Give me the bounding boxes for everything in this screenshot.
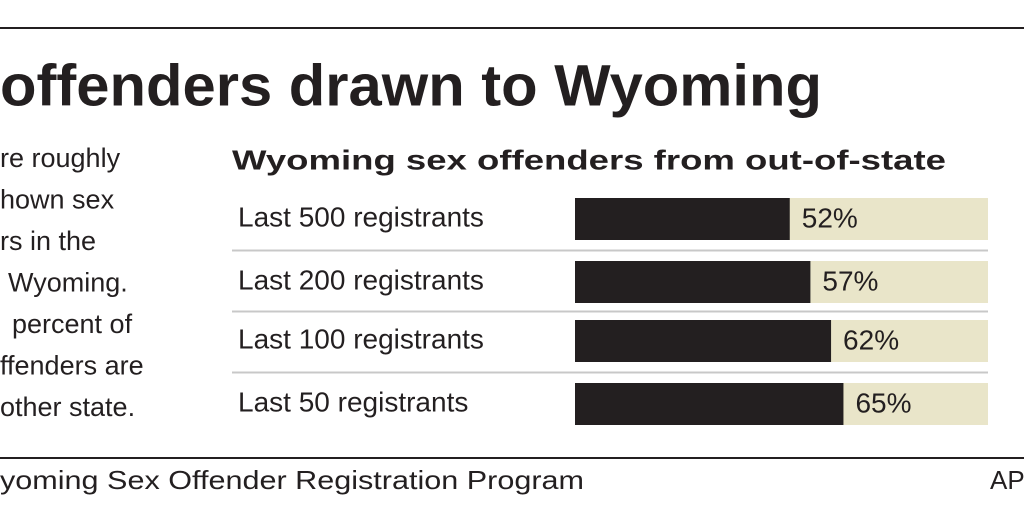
body-text: percent of [12, 309, 133, 339]
bar [575, 320, 832, 362]
credit: AP [990, 465, 1024, 495]
body-text: ffenders are [0, 351, 144, 381]
body-text: Wyoming. [8, 268, 128, 298]
category-label: Last 200 registrants [238, 264, 484, 295]
body-text: re roughly [0, 143, 121, 173]
body-text: hown sex [0, 185, 115, 215]
value-label: 65% [855, 387, 911, 418]
headline: offenders drawn to Wyoming [0, 53, 822, 118]
value-label: 52% [802, 202, 858, 233]
category-label: Last 50 registrants [238, 386, 468, 417]
body-text: other state. [0, 392, 135, 422]
chart-title: Wyoming sex offenders from out-of-state [232, 144, 946, 175]
bar [575, 383, 844, 425]
bar [575, 261, 811, 303]
body-text: rs in the [0, 226, 96, 256]
bar [575, 198, 790, 240]
category-label: Last 100 registrants [238, 323, 484, 354]
source: yoming Sex Offender Registration Program [0, 465, 584, 495]
category-label: Last 500 registrants [238, 201, 484, 232]
value-label: 62% [843, 324, 899, 355]
value-label: 57% [822, 265, 878, 296]
